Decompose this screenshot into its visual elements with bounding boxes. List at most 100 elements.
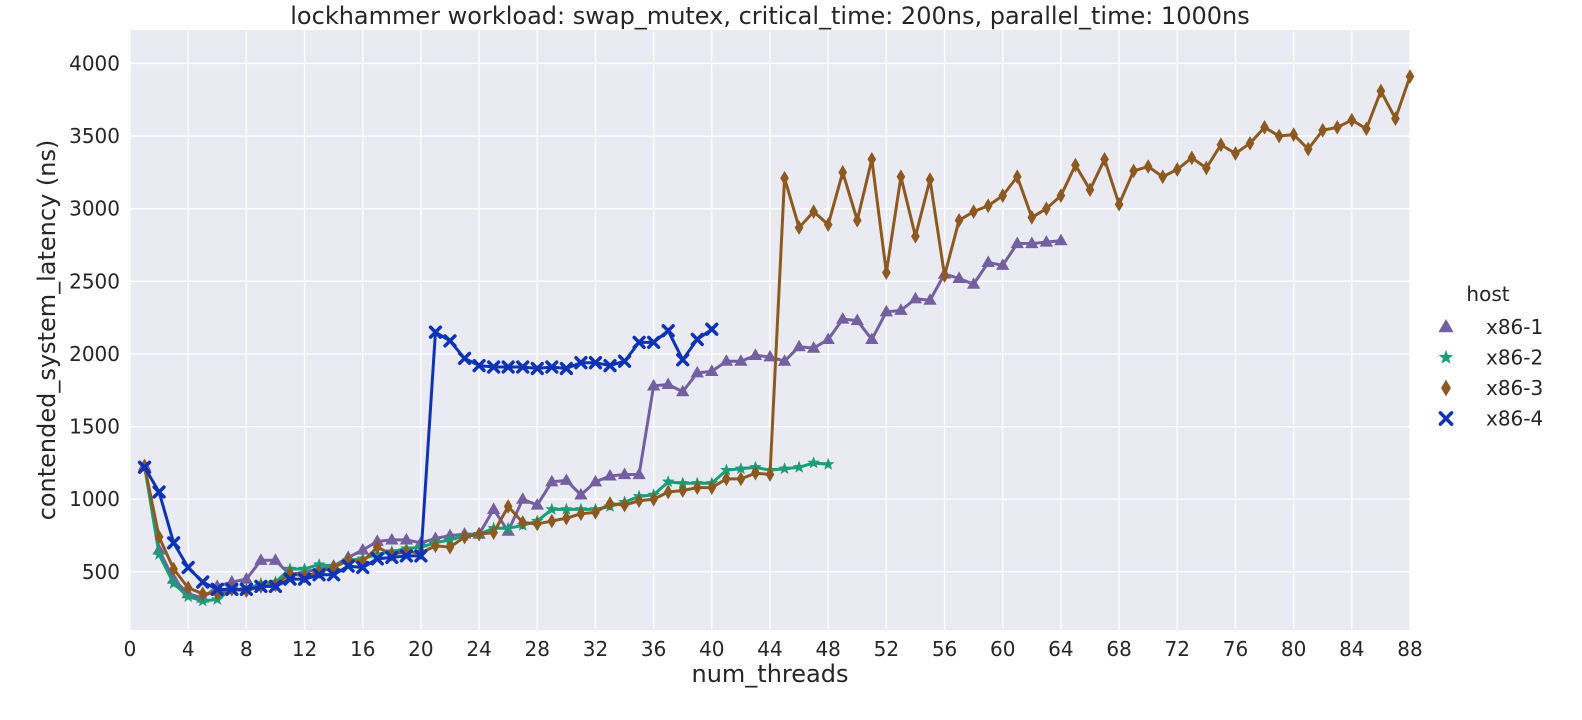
data-point [414,549,428,563]
data-point [399,549,414,563]
data-point [823,217,833,233]
data-point [370,552,384,566]
y-tick-label: 2000 [69,342,120,366]
data-point [254,579,268,594]
data-point [620,497,629,513]
data-point [720,463,733,476]
data-point [341,559,355,573]
legend-marker [1438,349,1454,364]
data-point [983,198,993,214]
data-point [765,467,775,482]
data-point [632,467,646,480]
data-point [838,165,848,180]
data-point [649,491,658,507]
data-point [169,561,178,577]
x-tick-label: 84 [1339,637,1364,661]
data-point [882,265,891,280]
legend: host x86-1 x86-2 x86-3 x86-4 [1438,282,1543,431]
legend-title: host [1466,282,1509,306]
data-point [1129,163,1138,179]
data-point [646,378,661,391]
x-tick-label: 4 [182,637,195,661]
data-point [372,539,382,555]
legend-marker [1438,319,1454,333]
data-point [646,335,661,349]
data-point [661,475,675,488]
y-axis-label: contended_system_latency (ns) [33,140,61,521]
data-point [1216,137,1226,153]
x-tick-label: 76 [1223,637,1248,661]
data-point [356,543,370,555]
data-point [821,332,835,344]
x-tick-label: 32 [583,637,608,661]
data-point [1347,112,1357,128]
data-point [763,349,777,362]
data-point [385,532,399,545]
data-point [1042,201,1051,217]
data-point [603,358,617,373]
data-point [137,460,152,474]
data-point [780,170,789,186]
x-tick-label: 12 [292,637,317,661]
data-point [632,335,646,349]
series-layer [137,69,1415,607]
data-point [516,360,530,374]
data-point [1012,169,1022,185]
data-point [326,568,341,582]
data-point [867,151,877,167]
data-point [809,204,818,219]
x-tick-label: 36 [641,637,666,661]
x-tick-labels: 0 4 8 12 16 20 24 28 32 36 40 44 48 52 56 60 64 68 72 76 80 8… [124,637,1423,661]
data-point [474,526,484,542]
y-tick-label: 1000 [69,487,120,511]
legend-label: x86-1 [1486,315,1543,339]
y-tick-labels: 500 1000 1500 2000 2500 3000 3500 4000 [69,51,120,583]
data-point [181,589,195,602]
data-point [736,471,746,487]
data-point [501,360,515,374]
data-point [486,502,501,514]
y-tick-label: 3000 [69,197,120,221]
x-tick-label: 52 [874,637,899,661]
data-point [911,228,920,244]
data-point [1010,236,1024,249]
data-point [198,586,208,602]
data-point [996,258,1010,270]
data-point [748,348,763,360]
chart-title: lockhammer workload: swap_mutex, critica… [290,2,1249,30]
data-point [503,499,513,514]
data-point [1172,162,1182,177]
data-point [661,377,675,390]
data-point [1187,150,1197,166]
data-point [239,572,254,584]
x-tick-label: 48 [815,637,840,661]
data-point [778,462,791,475]
x-tick-label: 40 [699,637,724,661]
data-point [896,169,906,185]
data-point [1085,182,1095,198]
data-point [806,341,821,353]
y-tick-label: 500 [82,560,120,584]
data-point [385,550,399,565]
data-point [722,471,731,487]
data-point [966,277,981,289]
data-point [472,358,486,373]
data-point [254,553,268,565]
data-point [617,354,632,368]
data-point [300,568,309,584]
x-tick-label: 0 [124,637,137,661]
data-point [559,473,574,485]
data-point [210,582,224,596]
data-point [734,462,748,475]
data-point [605,496,615,511]
data-point [530,498,544,510]
x-tick-label: 68 [1106,637,1131,661]
data-point [183,580,193,596]
data-point [751,465,760,481]
data-point [268,553,283,565]
data-point [314,564,324,580]
data-point [547,513,557,529]
data-point [690,332,704,347]
data-point [431,538,440,554]
